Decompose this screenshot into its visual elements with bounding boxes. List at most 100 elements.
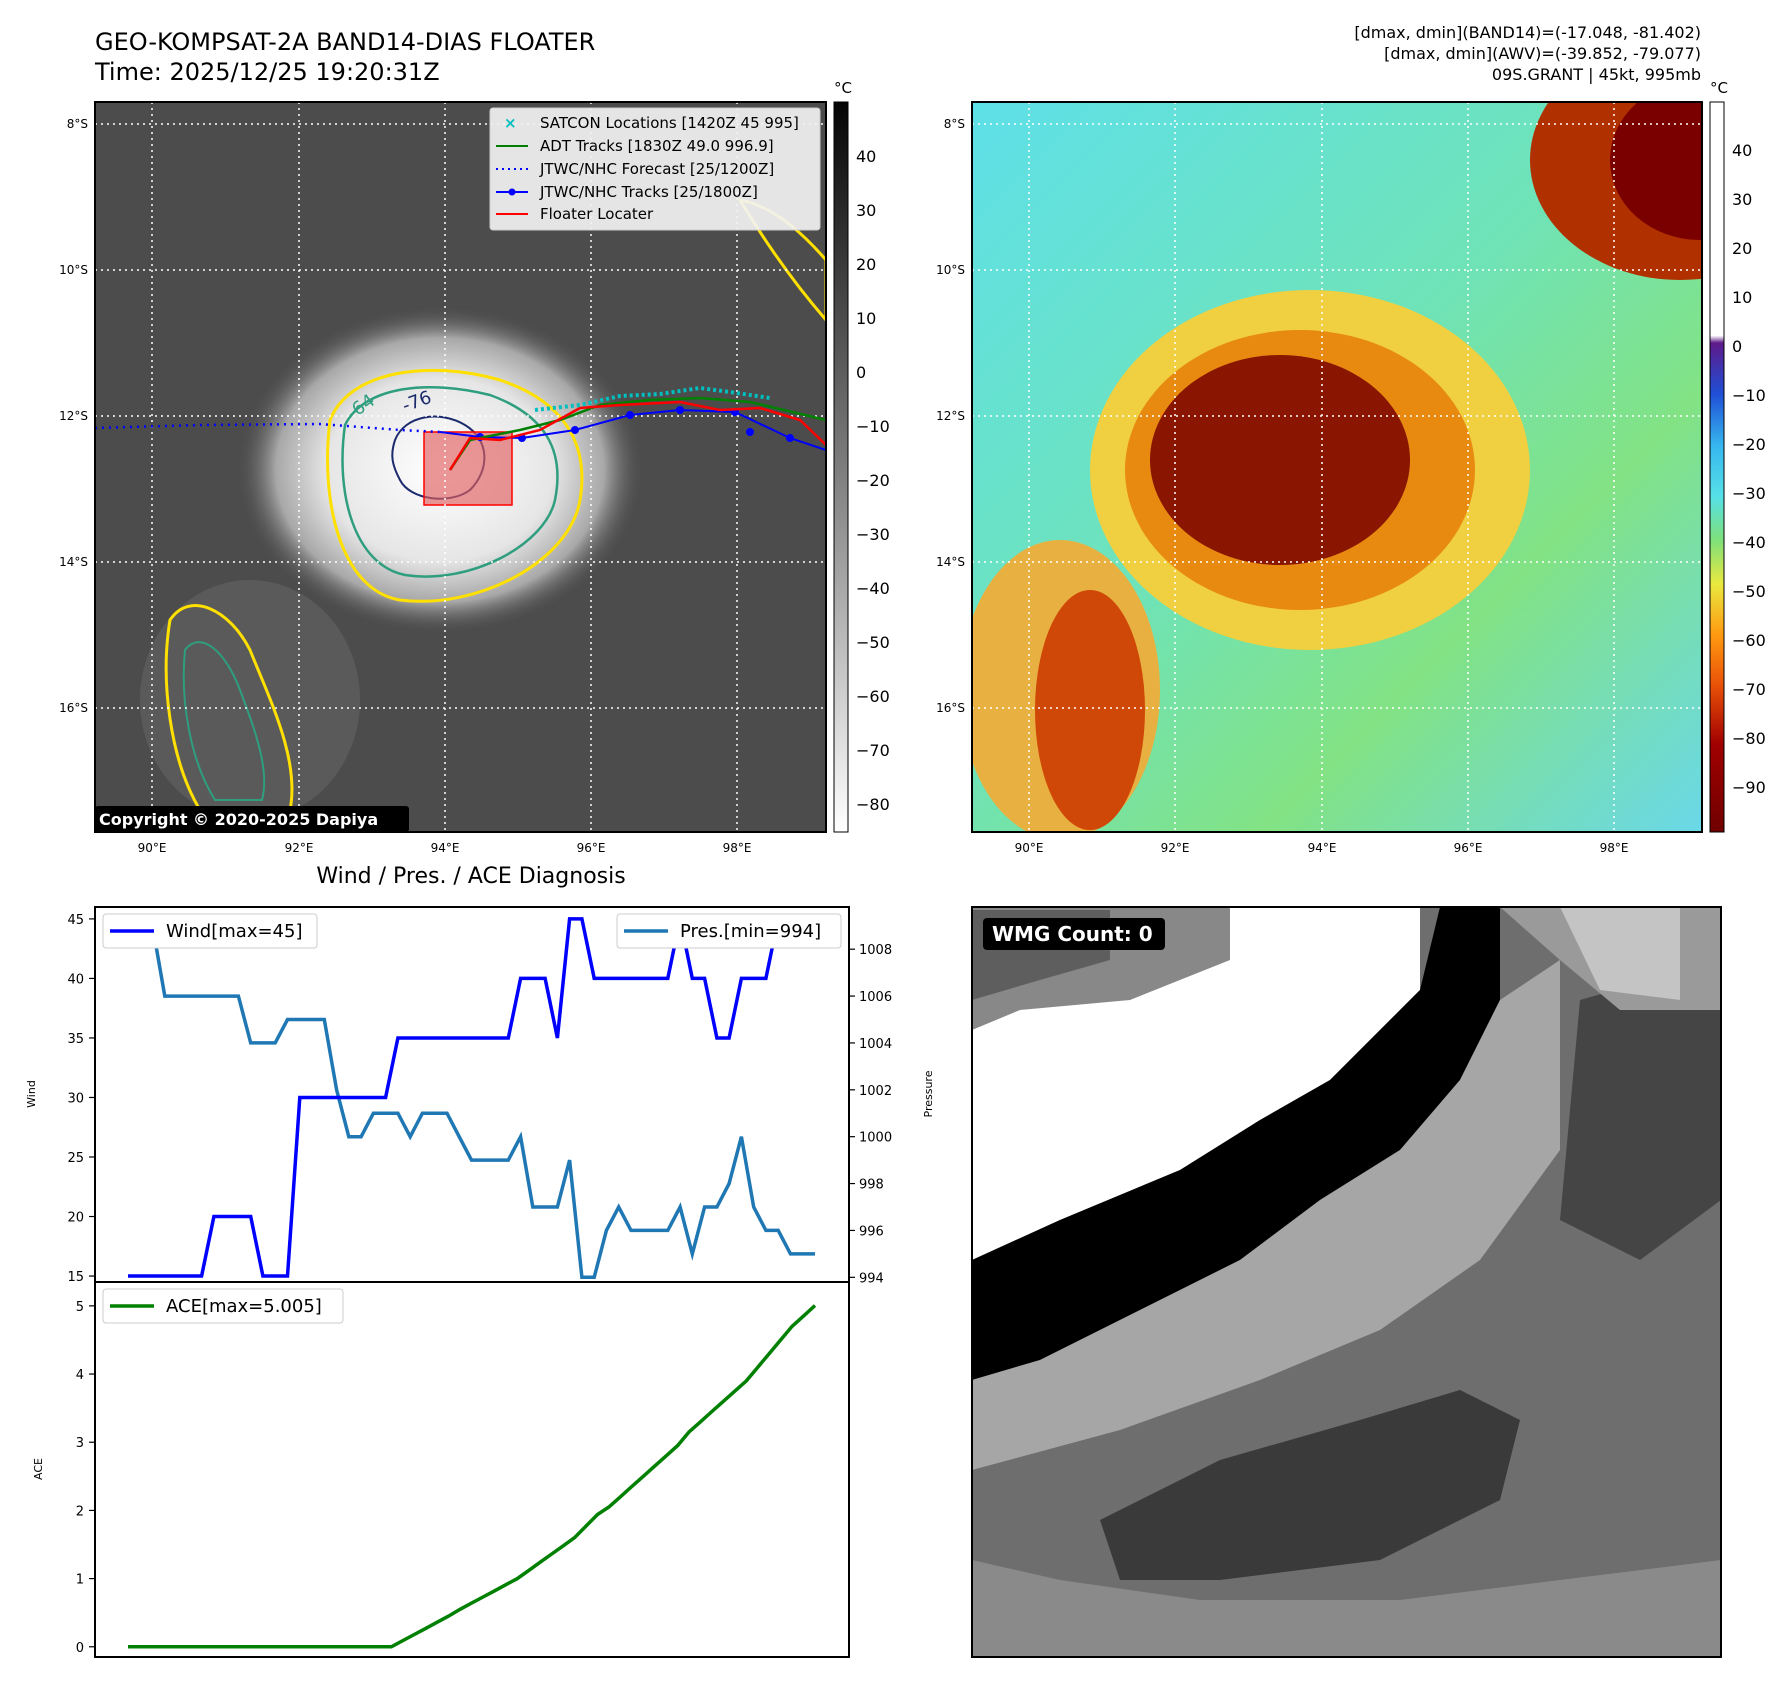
svg-text:20: 20	[1732, 239, 1752, 258]
wmg-black-band	[972, 907, 1500, 1380]
pressure-y-tick-label: 1002	[859, 1084, 892, 1099]
contour-green-band	[182, 641, 266, 801]
pressure-legend-label: Pres.[min=994]	[680, 921, 821, 942]
adt-track	[448, 396, 826, 471]
wind-legend-label: Wind[max=45]	[166, 921, 303, 942]
wind-pressure-frame	[94, 906, 850, 1283]
copyright-badge	[95, 806, 409, 832]
svg-text:−20: −20	[1732, 435, 1766, 454]
wind-y-tick-label: 30	[67, 1091, 84, 1106]
wmg-lightest-ne	[1560, 907, 1680, 1000]
ace-y-tick-label: 1	[76, 1573, 84, 1588]
svg-text:−50: −50	[856, 633, 890, 652]
wind-y-tick-label: 15	[67, 1270, 84, 1285]
awv-band-west-core	[1035, 590, 1145, 830]
wmg-count-badge	[983, 918, 1165, 950]
pressure-y-label: Pressure	[922, 1070, 935, 1117]
awv-graticule	[972, 102, 1702, 832]
ace-y-tick-label: 2	[76, 1504, 84, 1519]
ace-y-tick-label: 0	[76, 1641, 84, 1656]
ace-series-line	[128, 1304, 817, 1649]
lat-label: 14°S	[936, 555, 965, 569]
pressure-y-tick-label: 1004	[859, 1037, 892, 1052]
satcon-locations	[534, 385, 771, 412]
lat-label: 16°S	[59, 701, 88, 715]
awv-map-panel: 8°S 10°S 12°S 14°S 16°S 90°E 92°E 94°E 9…	[936, 101, 1703, 855]
ace-y-tick-label: 5	[76, 1300, 84, 1315]
contour-yellow-storm	[326, 368, 584, 603]
awv-map-frame	[971, 101, 1703, 833]
wind-y-tick-label: 35	[67, 1032, 84, 1047]
awv-dry-northeast-core	[1610, 102, 1702, 240]
svg-text:−60: −60	[856, 687, 890, 706]
ir-lon-labels: 90°E 92°E 94°E 96°E 98°E	[138, 841, 752, 855]
awv-lat-labels: 8°S 10°S 12°S 14°S 16°S	[936, 117, 965, 715]
svg-text:−90: −90	[1732, 778, 1766, 797]
lon-label: 96°E	[1454, 841, 1483, 855]
svg-text:−80: −80	[1732, 729, 1766, 748]
info-line-2: [dmax, dmin](AWV)=(-39.852, -79.077)	[1384, 44, 1701, 63]
svg-text:−40: −40	[856, 579, 890, 598]
pressure-y-tick-label: 994	[859, 1271, 884, 1286]
wind-legend: Wind[max=45]	[102, 913, 318, 949]
wmg-panel: WMG Count: 0	[971, 906, 1722, 1658]
lon-label: 94°E	[1308, 841, 1337, 855]
svg-text:20: 20	[856, 255, 876, 274]
svg-text:0: 0	[856, 363, 866, 382]
pressure-legend: Pres.[min=994]	[616, 913, 842, 949]
lon-label: 90°E	[138, 841, 167, 855]
wind-pressure-panel: 45 40 35 30 25 20 15 1008 1006 1004 1002 1000 998 99…	[25, 906, 935, 1286]
wmg-frame	[971, 906, 1722, 1658]
lon-label: 92°E	[285, 841, 314, 855]
ace-y-ticks: 5 4 3 2 1 0	[76, 1300, 95, 1656]
svg-text:−30: −30	[1732, 484, 1766, 503]
awv-lon-labels: 90°E 92°E 94°E 96°E 98°E	[1015, 841, 1629, 855]
svg-text:−10: −10	[1732, 386, 1766, 405]
svg-text:−30: −30	[856, 525, 890, 544]
pressure-y-ticks: 1008 1006 1004 1002 1000 998 996 994	[849, 943, 892, 1286]
ir-lat-labels: 8°S 10°S 12°S 14°S 16°S	[59, 117, 88, 715]
figure-time: Time: 2025/12/25 19:20:31Z	[94, 58, 440, 86]
lat-label: 12°S	[59, 409, 88, 423]
lat-label: 12°S	[936, 409, 965, 423]
wmg-dark-east	[1560, 960, 1721, 1260]
svg-text:×: ×	[504, 114, 517, 132]
svg-text:−80: −80	[856, 795, 890, 814]
floater-locater-box	[423, 431, 513, 506]
svg-text:−50: −50	[1732, 582, 1766, 601]
pressure-y-tick-label: 996	[859, 1224, 884, 1239]
map-legend: × SATCON Locations [1420Z 45 995] ADT Tr…	[489, 107, 821, 231]
wind-y-tick-label: 40	[67, 972, 84, 987]
ir-colorbar-unit: °C	[834, 79, 852, 97]
svg-text:−70: −70	[1732, 680, 1766, 699]
copyright-text: Copyright © 2020-2025 Dapiya	[99, 810, 378, 829]
svg-text:30: 30	[1732, 190, 1752, 209]
pressure-series-line	[128, 923, 815, 1280]
awv-colorbar: °C 40 30 20 10 0 −10 −20 −30 −40 −50 −60…	[1709, 79, 1766, 833]
ace-y-tick-label: 3	[76, 1436, 84, 1451]
ace-y-tick-label: 4	[76, 1368, 84, 1383]
svg-text:30: 30	[856, 201, 876, 220]
svg-text:10: 10	[856, 309, 876, 328]
legend-jtwc-tracks: JTWC/NHC Tracks [25/1800Z]	[539, 183, 758, 201]
svg-text:−10: −10	[856, 417, 890, 436]
info-line-3: 09S.GRANT | 45kt, 995mb	[1492, 65, 1701, 84]
pressure-y-tick-label: 1008	[859, 943, 892, 958]
ir-colorbar: °C 40 30 20 10 0 −10 −20 −30 −40 −50 −60…	[833, 79, 890, 833]
lon-label: 96°E	[577, 841, 606, 855]
lat-label: 8°S	[944, 117, 965, 131]
svg-text:−60: −60	[1732, 631, 1766, 650]
contour-green-storm	[341, 386, 559, 578]
lon-label: 98°E	[1600, 841, 1629, 855]
wind-series-line	[128, 917, 815, 1278]
lon-label: 94°E	[431, 841, 460, 855]
wmg-count-label: WMG Count: 0	[992, 922, 1153, 946]
svg-text:40: 40	[1732, 141, 1752, 160]
lon-label: 90°E	[1015, 841, 1044, 855]
ir-map-panel: -64 -76 × SATCON Locations [1420Z 45 995…	[59, 101, 827, 855]
legend-satcon: SATCON Locations [1420Z 45 995]	[540, 114, 799, 132]
wind-y-tick-label: 45	[67, 913, 84, 928]
lat-label: 10°S	[936, 263, 965, 277]
pressure-y-tick-label: 998	[859, 1178, 884, 1193]
ir-colorbar-ticks: 40 30 20 10 0 −10 −20 −30 −40 −50 −60 −7…	[856, 147, 890, 814]
